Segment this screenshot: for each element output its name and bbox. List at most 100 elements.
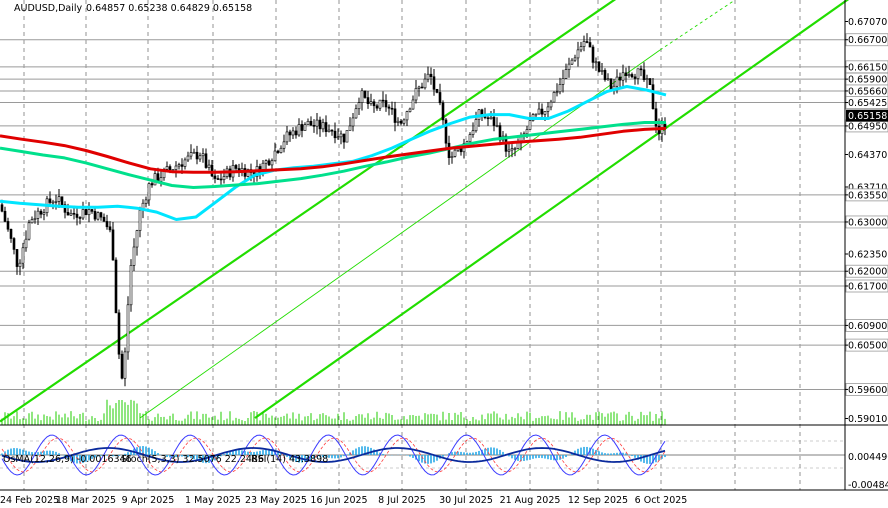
candle-body	[633, 76, 637, 79]
candle-body	[357, 102, 361, 110]
date-tick-label: 24 Feb 2025	[0, 495, 59, 506]
price-tick-label: 0.66150	[848, 62, 887, 73]
candle-body	[567, 63, 571, 70]
candle-body	[210, 164, 214, 177]
candle-body	[525, 129, 529, 135]
candle-body	[39, 210, 43, 215]
candle-body	[0, 204, 4, 212]
candle-body	[351, 117, 355, 127]
candle-body	[285, 131, 289, 143]
candle-body	[222, 176, 226, 180]
candle-body	[555, 91, 559, 94]
candle-body	[57, 196, 61, 202]
candle-body	[120, 353, 124, 379]
candle-body	[576, 49, 580, 59]
candle-body	[468, 134, 472, 143]
candle-body	[588, 42, 592, 48]
candle-body	[30, 219, 34, 224]
candle-body	[438, 92, 442, 104]
price-tick-label: 0.59010	[848, 414, 887, 425]
candle-body	[198, 155, 202, 160]
candle-body	[126, 304, 130, 353]
candle-body	[138, 209, 142, 231]
candle-body	[216, 178, 220, 180]
candle-body	[570, 59, 574, 65]
candle-body	[177, 164, 181, 167]
candle-body	[441, 102, 445, 121]
candle-body	[27, 222, 31, 240]
candle-body	[291, 130, 295, 136]
grid	[23, 0, 801, 490]
candle-body	[624, 72, 628, 77]
candle-body	[510, 148, 514, 151]
price-tick-label: 0.63000	[848, 217, 887, 228]
candle-body	[297, 124, 301, 136]
candle-body	[144, 199, 148, 204]
price-tick-label: 0.65425	[848, 98, 887, 109]
price-tick-label: 0.61700	[848, 282, 887, 293]
candle-body	[51, 201, 55, 204]
candle-body	[414, 88, 418, 101]
osc-axis-label: -0.004843	[848, 480, 888, 491]
channel-lower-line	[254, 0, 850, 419]
candle-body	[189, 152, 193, 157]
candle-body	[390, 107, 394, 110]
candle-body	[561, 78, 565, 85]
price-tick-label: 0.62350	[848, 249, 887, 260]
candle-body	[21, 247, 25, 264]
candle-body	[585, 41, 589, 43]
price-tick-label: 0.59600	[848, 385, 887, 396]
candle-body	[234, 165, 238, 169]
candle-body	[129, 265, 133, 306]
candle-body	[426, 73, 430, 80]
candle-body	[108, 226, 112, 231]
moving-averages	[0, 85, 667, 221]
candle-body	[204, 153, 208, 168]
candle-body	[549, 101, 553, 108]
candle-body	[75, 213, 79, 218]
candle-body	[6, 221, 10, 230]
candle-body	[159, 177, 163, 182]
candle-body	[330, 129, 334, 132]
price-tick-label: 0.65660	[848, 86, 887, 97]
price-tick-label: 0.66700	[848, 35, 887, 46]
candle-body	[336, 136, 340, 139]
candle-body	[300, 124, 304, 131]
candle-body	[153, 173, 157, 186]
candle-body	[111, 229, 115, 261]
candle-body	[348, 125, 352, 131]
candle-body	[192, 151, 196, 154]
candle-body	[507, 149, 511, 152]
candle-body	[651, 84, 655, 110]
candle-body	[18, 262, 22, 267]
moving-average-line	[0, 121, 666, 189]
candle-body	[84, 209, 88, 216]
price-tick-label: 0.63710	[848, 182, 887, 193]
candle-body	[345, 130, 349, 143]
candle-body	[366, 97, 370, 104]
candle-body	[195, 151, 199, 160]
candle-body	[264, 160, 268, 164]
current-price-label: 0.65158	[848, 111, 887, 122]
candle-body	[168, 166, 172, 170]
candle-body	[87, 209, 91, 216]
candle-body	[54, 201, 58, 203]
candle-body	[96, 212, 100, 220]
price-tick-label: 0.60500	[848, 341, 887, 352]
candle-body	[81, 209, 85, 219]
candle-body	[15, 249, 19, 267]
date-tick-label: 18 Mar 2025	[56, 495, 116, 506]
price-tick-label: 0.67070	[848, 17, 887, 28]
current-price-box	[846, 109, 888, 122]
candle-body	[540, 108, 544, 115]
candle-body	[564, 69, 568, 79]
candle-body	[327, 129, 331, 132]
candle-body	[387, 106, 391, 109]
candle-body	[117, 312, 121, 355]
osma-header: OsMA(12,26,9) -0.0016346	[3, 454, 132, 465]
candle-body	[36, 210, 40, 219]
candle-body	[273, 150, 277, 162]
candle-body	[99, 212, 103, 218]
candle-body	[72, 212, 76, 215]
